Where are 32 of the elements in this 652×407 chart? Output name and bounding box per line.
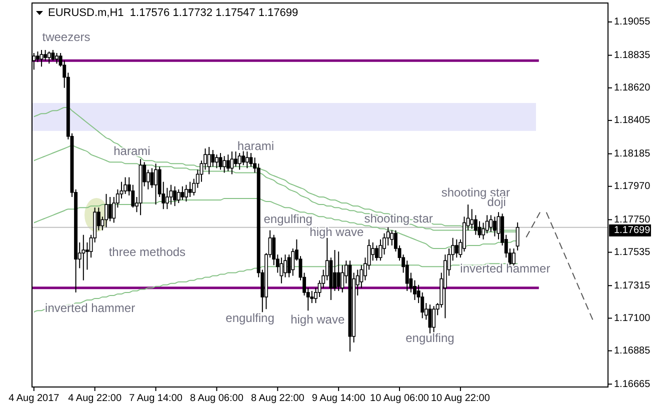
x-tick-label: 8 Aug 22:00 — [250, 393, 305, 404]
annotation: high wave — [310, 225, 364, 240]
annotation: harami — [237, 139, 274, 154]
x-tick-label: 8 Aug 06:00 — [190, 393, 244, 404]
y-tick-label: 1.19055 — [614, 16, 651, 28]
y-tick-label: 1.16665 — [614, 378, 651, 390]
x-tick-label: 9 Aug 14:00 — [312, 393, 366, 404]
annotation: tweezers — [42, 30, 90, 44]
ref-line-label: 1.17699 — [614, 225, 651, 236]
chart-title: EURUSD.m,H1 1.17576 1.17732 1.17547 1.17699 — [48, 7, 298, 19]
x-tick-label: 4 Aug 2017 — [8, 393, 60, 404]
y-tick-label: 1.17970 — [614, 181, 651, 192]
y-tick-label: 1.18620 — [614, 82, 651, 94]
y-tick-label: 1.17315 — [614, 280, 651, 292]
x-tick-label: 10 Aug 22:00 — [430, 393, 490, 404]
y-tick-label: 1.18405 — [614, 115, 651, 126]
annotation: engulfing — [264, 212, 312, 226]
x-tick-label: 4 Aug 22:00 — [68, 393, 122, 404]
annotation: high wave — [290, 312, 345, 326]
annotation: three methods — [108, 245, 186, 260]
y-tick-label: 1.17535 — [614, 246, 651, 258]
annotation: engulfing — [226, 311, 274, 326]
annotation: inverted hammer — [45, 301, 136, 316]
y-tick-label: 1.17100 — [614, 312, 651, 324]
y-tick-label: 1.17750 — [614, 214, 651, 226]
x-tick-label: 7 Aug 14:00 — [129, 393, 183, 404]
annotation: engulfing — [406, 331, 454, 346]
y-tick-label: 1.18185 — [614, 148, 651, 160]
annotation: inverted hammer — [460, 261, 550, 276]
x-tick-label: 10 Aug 06:00 — [370, 393, 430, 404]
y-tick-label: 1.16885 — [614, 345, 651, 356]
y-tick-label: 1.18835 — [614, 50, 651, 61]
